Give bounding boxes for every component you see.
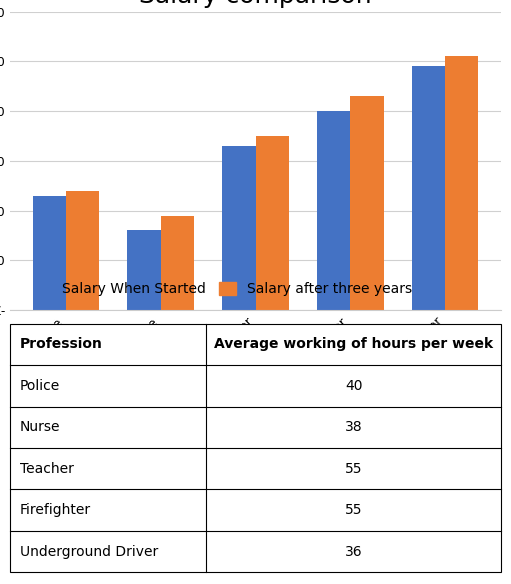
Text: Teacher: Teacher [20,462,74,476]
Text: 55: 55 [345,503,362,517]
Bar [222,146,256,310]
FancyBboxPatch shape [10,324,501,572]
Bar [351,96,384,310]
Text: 36: 36 [345,545,362,559]
Text: Nurse: Nurse [20,420,60,434]
Text: 40: 40 [345,379,362,393]
Text: Underground Driver: Underground Driver [20,545,158,559]
Text: Firefighter: Firefighter [20,503,91,517]
Bar [317,111,351,310]
Bar [33,196,66,310]
Legend: Salary When Started, Salary after three years: Salary When Started, Salary after three … [27,275,420,303]
Bar [412,67,445,310]
Text: Average working of hours per week: Average working of hours per week [214,338,493,352]
Title: Salary comparison: Salary comparison [139,0,372,8]
Text: 55: 55 [345,462,362,476]
Text: Profession: Profession [20,338,103,352]
Bar [66,191,99,310]
Text: Police: Police [20,379,60,393]
Bar [256,136,289,310]
Text: 38: 38 [345,420,362,434]
Bar [127,231,160,310]
Bar [445,57,478,310]
Bar [160,215,194,310]
